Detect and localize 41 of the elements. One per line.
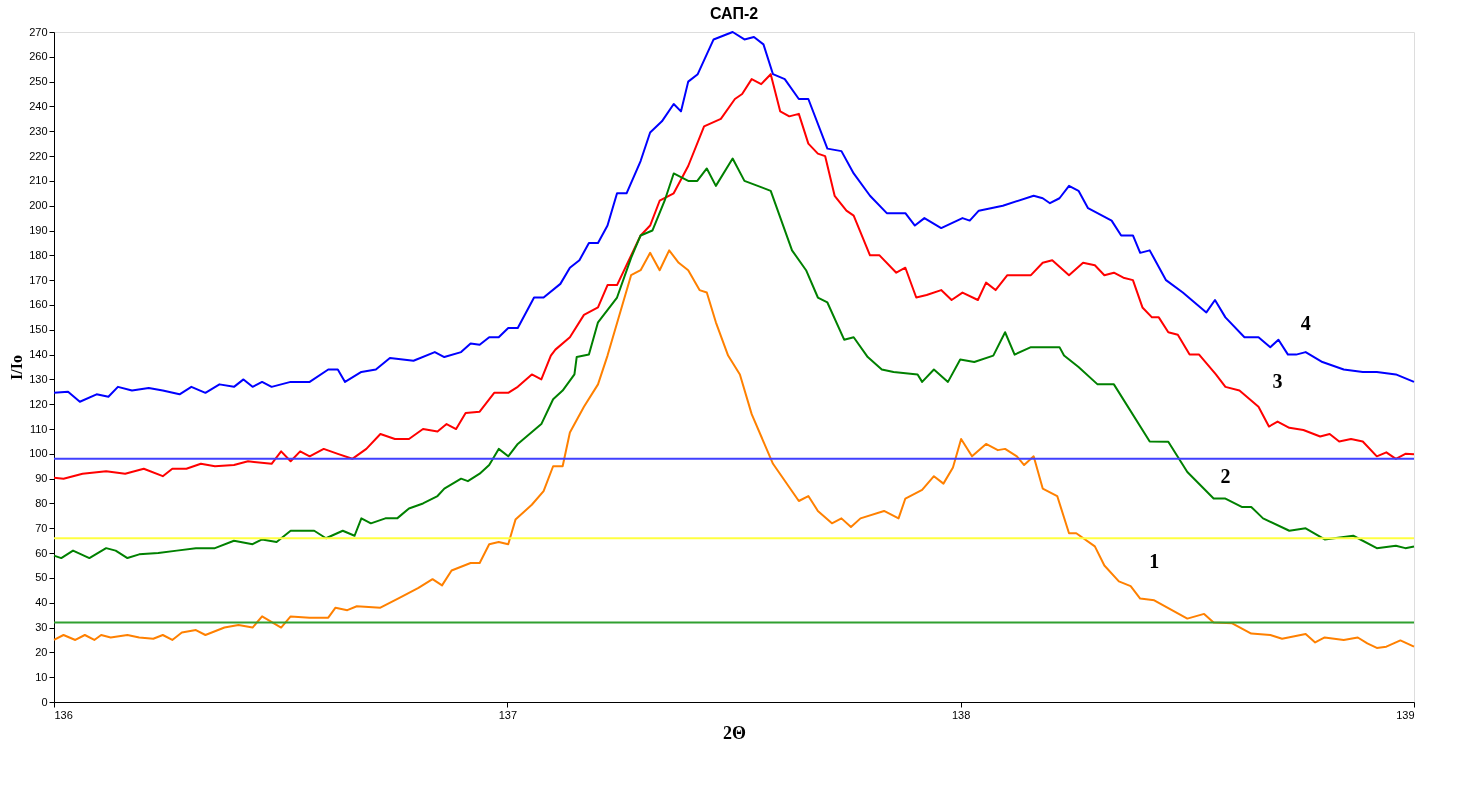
- y-tick-label: 50: [35, 571, 48, 584]
- y-tick-label: 90: [35, 472, 48, 485]
- y-tick-label: 60: [35, 546, 48, 559]
- series-label: 4: [1300, 312, 1311, 335]
- x-axis-title: 2Θ: [722, 722, 747, 743]
- y-tick-label: 0: [41, 695, 48, 708]
- chart-title: САП-2: [709, 5, 759, 22]
- y-axis-title: I/Io: [8, 355, 26, 380]
- y-tick-label: 170: [29, 273, 48, 286]
- y-tick-label: 120: [29, 397, 48, 410]
- series-label: 2: [1220, 464, 1231, 487]
- y-tick-label: 80: [35, 496, 48, 509]
- y-tick-label: 200: [29, 199, 48, 212]
- y-tick-label: 240: [29, 99, 48, 112]
- y-tick-label: 110: [29, 422, 48, 435]
- series-label: 1: [1149, 550, 1160, 573]
- y-tick-label: 160: [29, 298, 48, 311]
- y-tick-label: 230: [29, 124, 48, 137]
- x-tick-label: 137: [498, 708, 518, 721]
- y-tick-label: 20: [35, 645, 48, 658]
- y-tick-label: 260: [29, 50, 48, 63]
- line-series: [53, 249, 1415, 649]
- y-tick-label: 30: [35, 621, 48, 634]
- line-series: [53, 31, 1415, 403]
- y-tick-label: 220: [29, 149, 48, 162]
- y-tick-label: 10: [35, 670, 48, 683]
- y-tick-label: 270: [29, 25, 48, 38]
- y-tick-label: 190: [29, 224, 48, 237]
- x-tick-label: 138: [951, 708, 971, 721]
- y-tick-label: 180: [29, 248, 48, 261]
- y-tick-label: 140: [29, 348, 48, 361]
- x-tick-label: 139: [1396, 708, 1415, 721]
- y-tick-label: 70: [35, 521, 48, 534]
- y-tick-label: 40: [35, 596, 48, 609]
- y-tick-label: 100: [29, 447, 48, 460]
- y-tick-label: 130: [29, 372, 48, 385]
- y-tick-label: 250: [29, 75, 48, 88]
- y-tick-label: 150: [29, 323, 48, 336]
- x-tick-label: 136: [54, 708, 73, 721]
- y-tick-label: 210: [29, 174, 48, 187]
- series-label: 3: [1272, 369, 1283, 392]
